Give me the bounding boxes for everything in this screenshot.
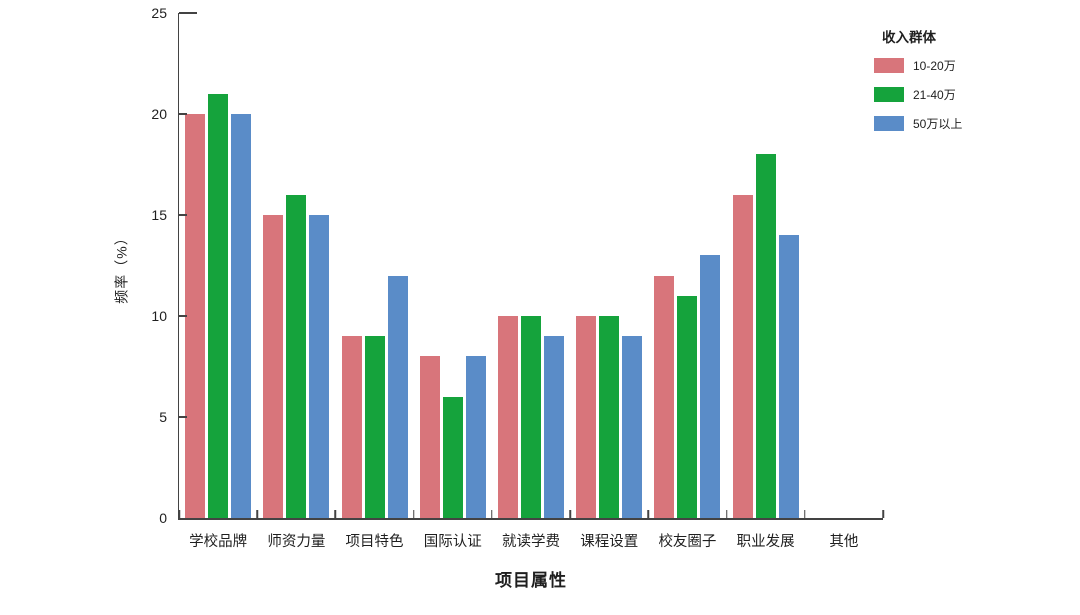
legend-title: 收入群体 <box>882 30 936 45</box>
bar <box>442 396 463 518</box>
y-tick-mark <box>179 12 197 14</box>
x-tick-mark <box>334 510 337 518</box>
bar <box>465 356 486 518</box>
x-axis-title: 项目属性 <box>495 571 567 590</box>
legend-label: 21-40万 <box>913 88 956 102</box>
x-tick-mark <box>178 510 180 518</box>
legend-swatch <box>874 116 904 131</box>
legend: 收入群体 10-20万 21-40万 50万以上 <box>874 26 962 144</box>
bar <box>576 316 597 518</box>
bar <box>364 336 385 518</box>
bar <box>309 215 330 518</box>
y-tick-label: 10 <box>151 308 167 324</box>
y-tick-mark <box>179 315 187 317</box>
bars-row <box>179 13 883 518</box>
legend-swatch <box>874 58 904 73</box>
bar-group <box>414 13 492 518</box>
x-tick-mark <box>882 510 884 518</box>
bar-group <box>257 13 335 518</box>
bar <box>286 194 307 518</box>
legend-label: 50万以上 <box>913 117 963 131</box>
bar <box>231 114 252 518</box>
x-tick-mark <box>491 510 493 518</box>
bar <box>677 295 698 518</box>
bar <box>732 194 753 518</box>
bar <box>755 154 776 518</box>
legend-item: 21-40万 <box>874 86 962 103</box>
x-category-label: 国际认证 <box>423 534 482 550</box>
y-axis-title: 频率（%） <box>114 229 131 304</box>
y-tick-label: 15 <box>151 207 167 223</box>
bar <box>185 114 206 518</box>
x-tick-mark <box>256 510 258 518</box>
bar-group <box>335 13 413 518</box>
x-tick-mark <box>725 510 728 518</box>
y-tick-label: 0 <box>159 510 167 526</box>
x-category-label: 校友圈子 <box>658 534 717 550</box>
y-tick-mark <box>179 214 187 216</box>
bar-group <box>648 13 726 518</box>
x-category-label: 课程设置 <box>580 534 639 550</box>
bar <box>654 275 675 518</box>
bar <box>208 93 229 518</box>
x-category-label: 师资力量 <box>267 534 326 550</box>
y-axis-title-gutter: 频率（%） <box>100 13 144 520</box>
x-category-label: 项目特色 <box>345 534 404 550</box>
x-tick-mark <box>804 510 806 518</box>
x-category-label: 学校品牌 <box>189 534 248 550</box>
bar <box>778 235 799 518</box>
y-tick-label: 5 <box>159 409 167 425</box>
bar <box>599 316 620 518</box>
legend-items: 10-20万 21-40万 50万以上 <box>874 57 962 132</box>
plot-area: 项目属性 0 5 10 15 20 25 学校品牌 师资力量 项目特色 国际认证 就读学费 课程设置 校… <box>151 6 884 590</box>
bar-group <box>570 13 648 518</box>
x-tick-mark <box>647 510 650 518</box>
bar <box>700 255 721 518</box>
y-tick-mark <box>179 113 187 115</box>
bar <box>263 215 284 518</box>
x-tick-mark <box>569 510 571 518</box>
bar-group <box>727 13 805 518</box>
x-category-label: 就读学费 <box>502 534 560 550</box>
x-tick-mark <box>412 510 415 518</box>
legend-label: 10-20万 <box>913 59 956 73</box>
y-tick-label: 20 <box>151 106 167 122</box>
legend-item: 50万以上 <box>874 115 962 132</box>
y-tick-mark <box>179 416 187 418</box>
bar <box>419 356 440 518</box>
legend-swatch <box>874 87 904 102</box>
bar <box>543 336 564 518</box>
bar-group <box>179 13 257 518</box>
x-category-label: 职业发展 <box>736 534 795 550</box>
bar <box>497 316 518 518</box>
bar-group <box>492 13 570 518</box>
y-tick-label: 25 <box>151 5 167 21</box>
x-category-label: 其他 <box>829 534 859 550</box>
bar <box>622 336 643 518</box>
legend-item: 10-20万 <box>874 57 962 74</box>
bar <box>341 336 362 518</box>
bar-group <box>805 13 883 518</box>
bar <box>520 316 541 518</box>
bar <box>387 275 408 518</box>
